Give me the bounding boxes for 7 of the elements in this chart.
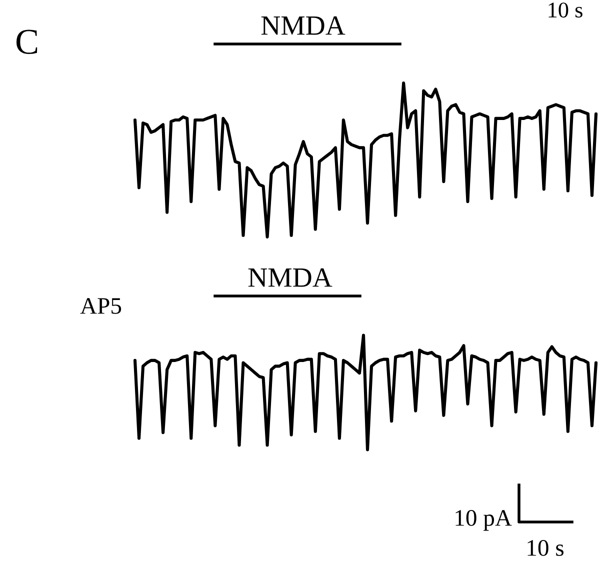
text: 10 s [548, 2, 582, 18]
text: NMDA [248, 268, 332, 287]
text: C [16, 30, 38, 54]
text: 10 pA [456, 510, 512, 531]
text: AP5 [80, 298, 122, 314]
text: NMDA [261, 16, 346, 35]
text: 10 s [528, 540, 564, 556]
